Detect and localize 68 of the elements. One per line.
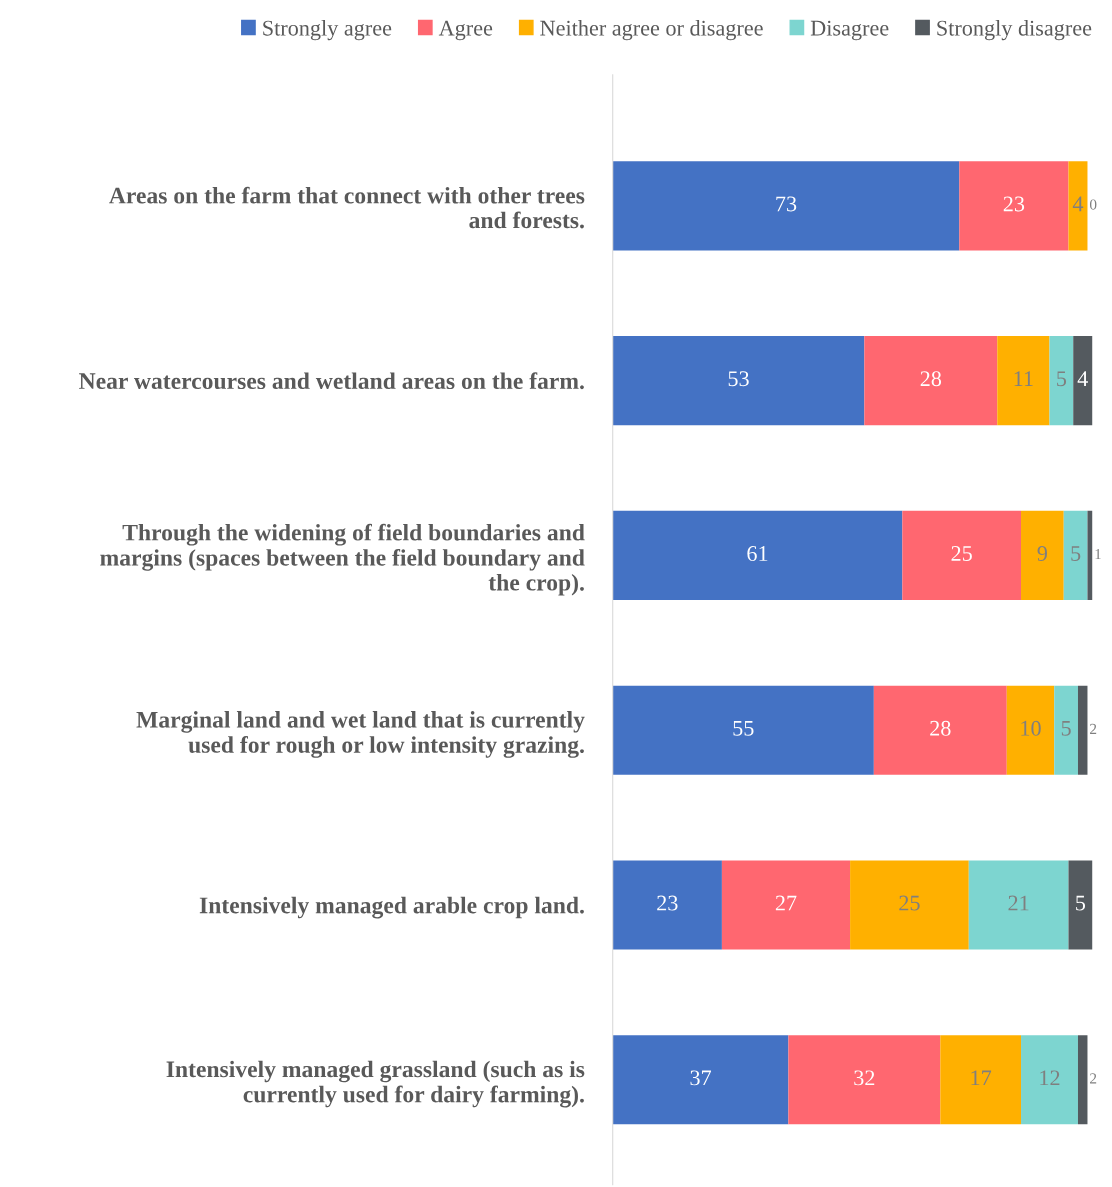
data-label: 10 xyxy=(1021,720,1041,736)
bar xyxy=(612,685,874,775)
data-label: 37 xyxy=(690,1070,712,1086)
data-label: 28 xyxy=(920,371,942,387)
bar xyxy=(1021,1035,1078,1125)
bar xyxy=(864,336,998,426)
data-label: 27 xyxy=(775,895,797,911)
bar xyxy=(788,1035,941,1125)
bar xyxy=(1068,860,1093,950)
legend-label: Strongly disagree xyxy=(937,20,1092,41)
bar xyxy=(612,336,865,426)
bar xyxy=(612,860,722,950)
data-label: 1 xyxy=(1095,549,1101,560)
legend-label: Neither agree or disagree xyxy=(540,20,763,41)
bar xyxy=(721,860,851,950)
data-label: 23 xyxy=(1003,196,1025,212)
legend-label: Agree xyxy=(438,20,493,41)
data-label: 2 xyxy=(1090,723,1097,734)
bar xyxy=(612,161,960,251)
bar xyxy=(1073,336,1093,426)
y-tick-label: Through the widening of field boundaries and margins (spaces between the field boundary and the crop). xyxy=(100,523,585,596)
data-label: 5 xyxy=(1061,720,1071,736)
bar xyxy=(612,510,903,600)
data-label: 0 xyxy=(1089,199,1097,210)
bar xyxy=(1006,685,1055,775)
bar xyxy=(1068,161,1088,251)
data-label: 5 xyxy=(1076,895,1086,911)
data-label: 17 xyxy=(971,1070,992,1086)
bar xyxy=(873,685,1007,775)
bar xyxy=(1077,685,1088,775)
data-label: 4 xyxy=(1072,196,1084,212)
bar xyxy=(1021,510,1064,600)
y-tick-label: Near watercourses and wetland areas on the farm. xyxy=(79,372,584,390)
y-tick-label: Intensively managed grassland (such as is currently used for dairy farming). xyxy=(166,1060,585,1108)
bar xyxy=(959,161,1069,251)
data-label: 28 xyxy=(930,720,951,736)
y-tick-label: Marginal land and wet land that is currently used for rough or low intensity grazing. xyxy=(136,711,585,758)
y-tick-label: Areas on the farm that connect with other trees and forests. xyxy=(109,186,585,229)
data-label: 61 xyxy=(747,546,768,561)
legend-label: Disagree xyxy=(810,20,889,41)
bar xyxy=(902,510,1022,600)
data-label: 21 xyxy=(1008,895,1029,911)
data-label: 32 xyxy=(854,1070,875,1086)
data-label: 25 xyxy=(899,895,920,911)
bar xyxy=(612,1035,789,1125)
bar xyxy=(850,860,969,950)
data-label: 5 xyxy=(1071,546,1081,561)
bar xyxy=(1063,510,1088,600)
data-label: 11 xyxy=(1014,371,1033,386)
bar xyxy=(940,1035,1022,1125)
data-label: 25 xyxy=(951,546,972,561)
data-label: 12 xyxy=(1040,1070,1060,1086)
bar xyxy=(1049,336,1074,426)
data-label: 4 xyxy=(1077,371,1088,386)
data-label: 5 xyxy=(1057,371,1067,387)
data-label: 9 xyxy=(1037,546,1048,561)
data-label: 73 xyxy=(776,196,797,212)
data-label: 23 xyxy=(657,895,678,911)
data-label: 2 xyxy=(1090,1073,1097,1084)
y-tick-label: Intensively managed arable crop land. xyxy=(199,896,584,919)
data-label: 55 xyxy=(733,720,754,736)
data-label: 53 xyxy=(728,371,749,387)
bar xyxy=(1077,1035,1088,1125)
bar xyxy=(997,336,1050,426)
legend-label: Strongly agree xyxy=(263,20,392,41)
bar xyxy=(968,860,1069,950)
bar xyxy=(1054,685,1078,775)
bar xyxy=(1087,510,1093,600)
